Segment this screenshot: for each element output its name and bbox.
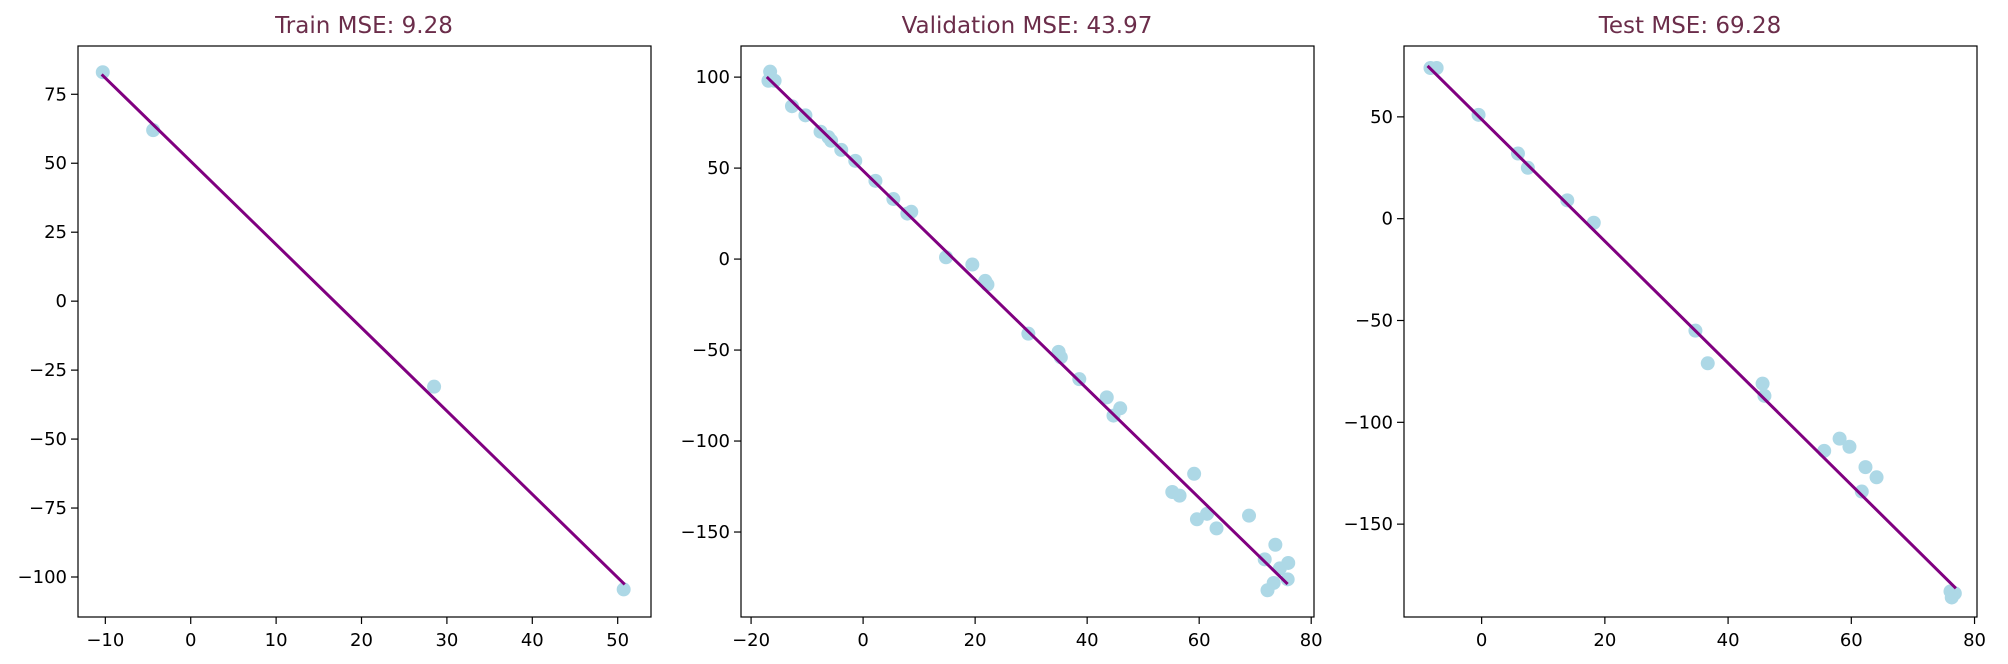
validation-data-point bbox=[784, 99, 799, 114]
validation-data-point bbox=[767, 73, 782, 88]
train-xtick-label: 50 bbox=[606, 630, 629, 651]
validation-data-point bbox=[1113, 401, 1128, 416]
test-data-point bbox=[1755, 376, 1770, 391]
train-xtick-label: 0 bbox=[185, 630, 196, 651]
train-ytick-label: −75 bbox=[29, 498, 67, 519]
train-title: Train MSE: 9.28 bbox=[274, 13, 453, 39]
validation-data-point bbox=[1281, 555, 1296, 570]
test-ytick-label: 50 bbox=[1370, 107, 1393, 128]
train-ytick-label: 0 bbox=[56, 291, 67, 312]
validation-fit-line bbox=[765, 75, 1289, 586]
validation-data-point bbox=[1266, 575, 1281, 590]
test-data-point bbox=[1817, 443, 1832, 458]
train-data-point bbox=[95, 65, 110, 80]
validation-data-point bbox=[848, 153, 863, 168]
test-data-point bbox=[1842, 439, 1857, 454]
validation-xtick-label: 20 bbox=[964, 630, 987, 651]
test-data-point bbox=[1560, 193, 1575, 208]
train-ytick-label: −50 bbox=[29, 429, 67, 450]
test-ytick-label: −100 bbox=[1344, 412, 1393, 433]
train-xtick-label: 40 bbox=[521, 630, 544, 651]
validation-xtick-label: 0 bbox=[857, 630, 868, 651]
train-ytick-label: 25 bbox=[44, 222, 67, 243]
test-xtick-label: 60 bbox=[1840, 630, 1863, 651]
train-ytick-label: 50 bbox=[44, 153, 67, 174]
validation-ytick-label: −100 bbox=[681, 431, 730, 452]
validation-ytick-label: 0 bbox=[719, 249, 730, 270]
validation-panel: Validation MSE: 43.97 −20 0 20 40 60 80 −150 −1… bbox=[681, 13, 1323, 651]
test-panel: Test MSE: 69.28 0 20 40 60 80 −150 −100 −50 0 50 bbox=[1344, 13, 1986, 651]
test-data-point bbox=[1832, 431, 1847, 446]
validation-ytick-label: −150 bbox=[681, 522, 730, 543]
test-data-point bbox=[1757, 388, 1772, 403]
test-title: Test MSE: 69.28 bbox=[1598, 13, 1781, 39]
test-fit-line bbox=[1426, 64, 1957, 590]
test-data-point bbox=[1520, 160, 1535, 175]
validation-data-point bbox=[1280, 572, 1295, 587]
test-data-point bbox=[1869, 470, 1884, 485]
validation-ytick-label: 100 bbox=[696, 67, 730, 88]
test-ytick-label: −150 bbox=[1344, 514, 1393, 535]
train-data-point bbox=[616, 582, 631, 597]
validation-data-point bbox=[1099, 390, 1114, 405]
validation-ytick-label: 50 bbox=[707, 158, 730, 179]
train-axes-frame bbox=[77, 45, 652, 618]
train-fit-line bbox=[100, 73, 626, 586]
validation-xtick-label: −20 bbox=[732, 630, 770, 651]
test-data-point bbox=[1854, 484, 1869, 499]
test-data-point bbox=[1700, 356, 1715, 371]
validation-xtick-label: 60 bbox=[1188, 630, 1211, 651]
test-xtick-label: 0 bbox=[1476, 630, 1487, 651]
validation-data-point bbox=[980, 277, 995, 292]
validation-data-point bbox=[1172, 488, 1187, 503]
train-ytick-label: −25 bbox=[29, 360, 67, 381]
validation-data-point bbox=[965, 257, 980, 272]
train-xtick-label: 20 bbox=[350, 630, 373, 651]
validation-data-point bbox=[1242, 508, 1257, 523]
test-ytick-label: 0 bbox=[1382, 209, 1393, 230]
validation-data-point bbox=[1268, 537, 1283, 552]
test-xtick-label: 20 bbox=[1593, 630, 1616, 651]
test-xtick-label: 80 bbox=[1963, 630, 1986, 651]
validation-axes-frame bbox=[740, 45, 1315, 618]
train-xtick-label: 30 bbox=[435, 630, 458, 651]
train-xtick-label: 10 bbox=[265, 630, 288, 651]
test-xtick-label: 40 bbox=[1717, 630, 1740, 651]
validation-xtick-label: 80 bbox=[1300, 630, 1323, 651]
validation-data-point bbox=[1209, 521, 1224, 536]
validation-title: Validation MSE: 43.97 bbox=[902, 13, 1153, 39]
validation-xtick-label: 40 bbox=[1076, 630, 1099, 651]
test-data-point bbox=[1858, 460, 1873, 475]
train-panel: Train MSE: 9.28 −10 0 10 20 30 40 50−100−75−50… bbox=[18, 13, 652, 651]
train-ytick-label: 75 bbox=[44, 84, 67, 105]
train-data-point bbox=[427, 379, 442, 394]
validation-data-point bbox=[1187, 466, 1202, 481]
train-ytick-label: −100 bbox=[18, 567, 67, 588]
train-xtick-label: −10 bbox=[86, 630, 124, 651]
test-data-point bbox=[1586, 215, 1601, 230]
validation-data-point bbox=[1257, 552, 1272, 567]
test-axes-frame bbox=[1403, 45, 1978, 618]
test-data-point bbox=[1947, 586, 1962, 601]
validation-ytick-label: −50 bbox=[692, 340, 730, 361]
test-ytick-label: −50 bbox=[1355, 311, 1393, 332]
